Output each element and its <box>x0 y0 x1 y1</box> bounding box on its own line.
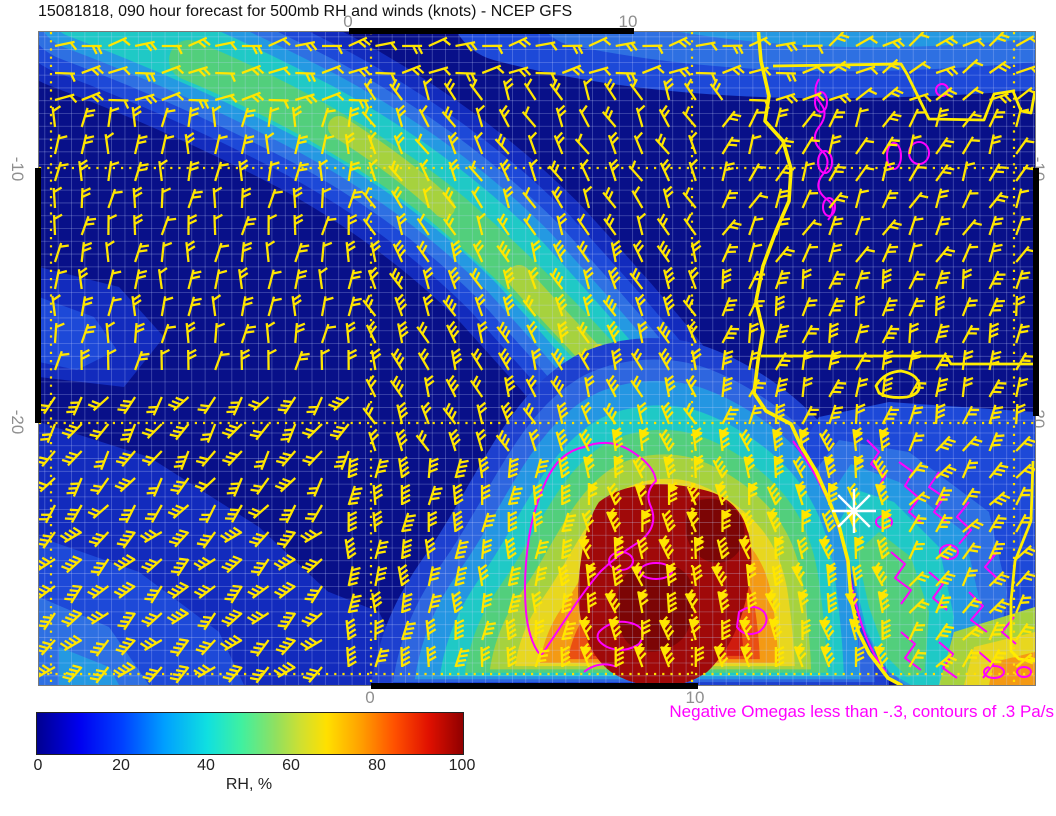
left-axis-tick--20: -20 <box>8 409 27 435</box>
left-axis-tick--10: -10 <box>8 156 27 182</box>
plot-title: 15081818, 090 hour forecast for 500mb RH… <box>38 3 573 20</box>
frame-segment-top <box>349 28 634 34</box>
colorbar-tick-80: 80 <box>368 757 386 774</box>
top-axis-tick-0: 0 <box>343 12 353 31</box>
map-canvas <box>39 32 1035 685</box>
frame-segment-left <box>35 168 41 423</box>
colorbar-tick-0: 0 <box>33 757 43 774</box>
map-plot-area <box>35 28 1039 689</box>
colorbar-tick-100: 100 <box>448 757 476 774</box>
border-line <box>772 62 1035 122</box>
wind-barbs <box>39 32 1035 684</box>
colorbar-tick-40: 40 <box>197 757 215 774</box>
omega-annotation: Negative Omegas less than -.3, contours … <box>669 702 1054 721</box>
bottom-axis-tick-0: 0 <box>365 688 375 707</box>
border-line <box>1009 460 1035 663</box>
colorbar-tick-20: 20 <box>112 757 130 774</box>
colorbar-label: RH, % <box>225 776 273 793</box>
rh-colorbar <box>36 712 464 755</box>
frame-segment-right <box>1033 168 1039 416</box>
star-marker <box>832 489 876 533</box>
frame-segment-bottom <box>371 683 698 689</box>
top-axis-tick-10: 10 <box>618 12 638 31</box>
bottom-axis-tick-10: 10 <box>685 688 705 707</box>
colorbar-tick-60: 60 <box>282 757 300 774</box>
